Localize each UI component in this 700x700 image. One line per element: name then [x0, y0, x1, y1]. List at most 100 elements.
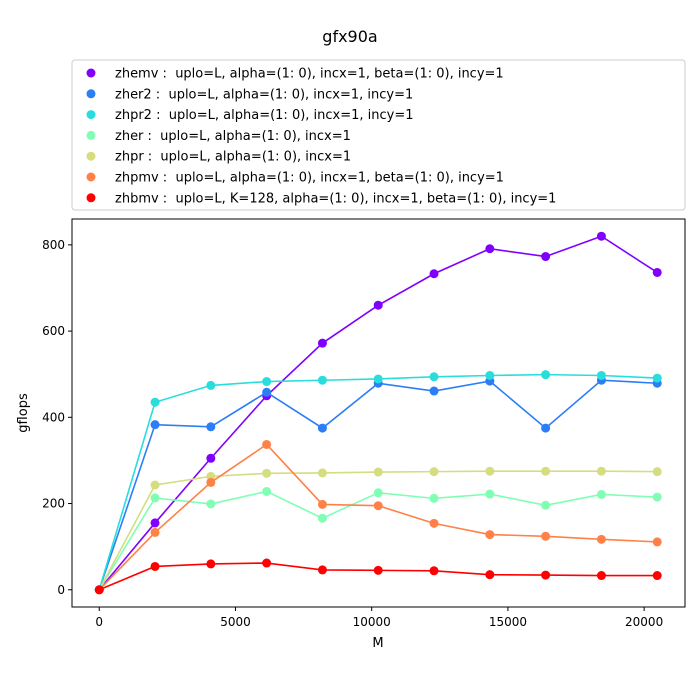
data-point: [652, 467, 662, 477]
data-point: [262, 468, 272, 478]
data-point: [429, 386, 439, 396]
data-point: [485, 244, 495, 254]
legend-item: zhemv : uplo=L, alpha=(1: 0), incx=1, be…: [86, 67, 504, 82]
data-point: [429, 493, 439, 503]
legend-item: zher : uplo=L, alpha=(1: 0), incx=1: [86, 129, 351, 144]
series-zhemv: [94, 231, 662, 595]
data-point: [206, 422, 216, 432]
legend-label: zhpr2 : uplo=L, alpha=(1: 0), incx=1, in…: [115, 108, 414, 123]
legend-item: zhbmv : uplo=L, K=128, alpha=(1: 0), inc…: [86, 191, 556, 206]
data-point: [94, 585, 104, 595]
data-point: [429, 518, 439, 528]
y-tick-label: 200: [42, 497, 65, 511]
data-point: [596, 231, 606, 241]
legend-marker: [86, 151, 96, 161]
data-point: [317, 565, 327, 575]
data-point: [429, 566, 439, 576]
data-point: [317, 499, 327, 509]
data-point: [541, 531, 551, 541]
data-point: [429, 269, 439, 279]
data-point: [652, 267, 662, 277]
legend: zhemv : uplo=L, alpha=(1: 0), incx=1, be…: [71, 59, 686, 211]
series-zhbmv: [94, 558, 662, 595]
series-line: [98, 379, 658, 591]
data-point: [541, 252, 551, 262]
x-tick-label: 0: [95, 615, 103, 629]
legend-item: zhpr2 : uplo=L, alpha=(1: 0), incx=1, in…: [86, 108, 414, 123]
data-point: [206, 477, 216, 487]
y-tick-label: 0: [57, 583, 65, 597]
data-point: [541, 466, 551, 476]
series-zher2: [94, 375, 662, 595]
x-tick-label: 20000: [625, 615, 663, 629]
data-point: [262, 486, 272, 496]
data-point: [262, 387, 272, 397]
data-point: [150, 420, 160, 430]
data-point: [596, 370, 606, 380]
data-point: [373, 565, 383, 575]
data-point: [596, 466, 606, 476]
legend-label: zhbmv : uplo=L, K=128, alpha=(1: 0), inc…: [115, 191, 556, 206]
data-point: [150, 527, 160, 537]
data-point: [373, 501, 383, 511]
y-tick-label: 800: [42, 238, 65, 252]
data-point: [150, 518, 160, 528]
data-point: [541, 570, 551, 580]
legend-label: zhemv : uplo=L, alpha=(1: 0), incx=1, be…: [115, 67, 504, 82]
data-point: [150, 480, 160, 490]
data-point: [317, 513, 327, 523]
data-point: [317, 423, 327, 433]
plot-frame: [71, 218, 686, 608]
data-point: [429, 467, 439, 477]
data-point: [652, 492, 662, 502]
legend-label: zher2 : uplo=L, alpha=(1: 0), incx=1, in…: [115, 87, 413, 102]
data-point: [652, 373, 662, 383]
data-point: [317, 375, 327, 385]
legend-item: zhpr : uplo=L, alpha=(1: 0), incx=1: [86, 150, 351, 165]
data-point: [429, 372, 439, 382]
data-point: [206, 380, 216, 390]
data-point: [206, 499, 216, 509]
legend-label: zhpmv : uplo=L, alpha=(1: 0), incx=1, be…: [115, 171, 504, 186]
legend-label: zhpr : uplo=L, alpha=(1: 0), incx=1: [115, 150, 351, 165]
chart-title: gfx90a: [322, 27, 377, 46]
y-axis: 0 200 400 600 800: [42, 238, 72, 597]
data-point: [485, 466, 495, 476]
x-tick-label: 10000: [353, 615, 391, 629]
series-line: [98, 373, 658, 590]
x-tick-label: 5000: [220, 615, 251, 629]
data-point: [262, 558, 272, 568]
legend-item: zhpmv : uplo=L, alpha=(1: 0), incx=1, be…: [86, 171, 504, 186]
data-point: [485, 570, 495, 580]
legend-marker: [86, 172, 96, 182]
legend-marker: [86, 110, 96, 120]
y-tick-label: 400: [42, 410, 65, 424]
data-point: [150, 397, 160, 407]
data-point: [373, 374, 383, 384]
legend-item: zher2 : uplo=L, alpha=(1: 0), incx=1, in…: [86, 87, 413, 102]
x-axis-label: M: [372, 636, 383, 651]
data-point: [206, 559, 216, 569]
y-tick-label: 600: [42, 324, 65, 338]
data-point: [596, 489, 606, 499]
x-tick-label: 15000: [489, 615, 527, 629]
x-axis: 0 5000 10000 15000 20000: [95, 607, 663, 629]
data-point: [541, 500, 551, 510]
legend-marker: [86, 193, 96, 203]
data-point: [541, 370, 551, 380]
data-point: [652, 537, 662, 547]
data-point: [596, 571, 606, 581]
data-point: [373, 467, 383, 477]
legend-marker: [86, 130, 96, 140]
data-point: [317, 338, 327, 348]
legend-label: zher : uplo=L, alpha=(1: 0), incx=1: [115, 129, 351, 144]
data-point: [485, 489, 495, 499]
legend-marker: [86, 89, 96, 99]
legend-marker: [86, 68, 96, 78]
data-point: [317, 468, 327, 478]
data-point: [485, 370, 495, 380]
data-point: [596, 534, 606, 544]
data-point: [262, 377, 272, 387]
